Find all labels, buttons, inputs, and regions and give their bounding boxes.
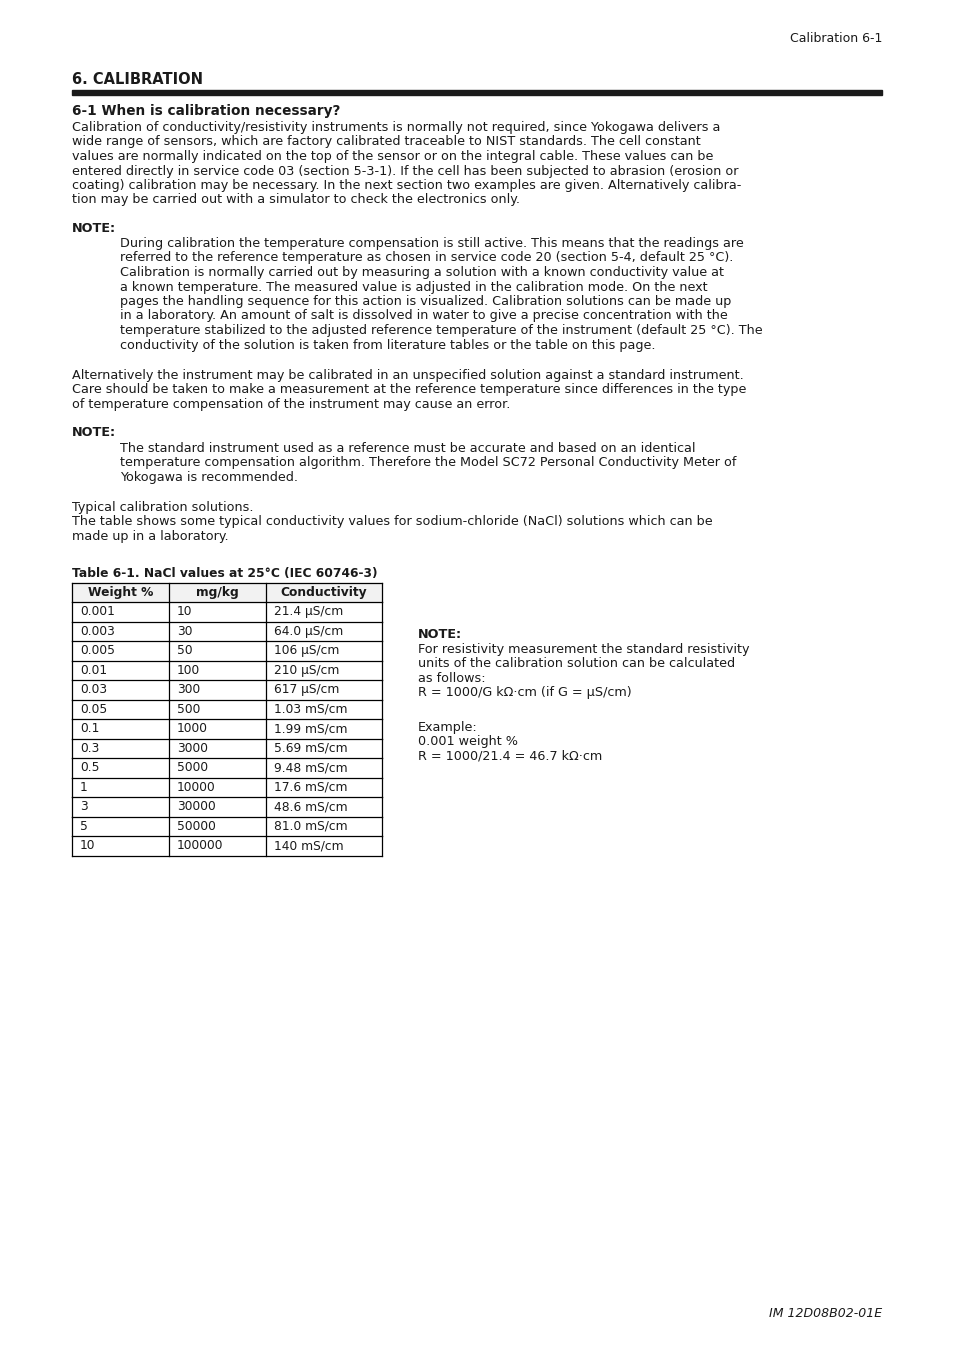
Text: The standard instrument used as a reference must be accurate and based on an ide: The standard instrument used as a refere… [120, 441, 695, 455]
Text: 5: 5 [80, 819, 88, 833]
Text: 0.001 weight %: 0.001 weight % [417, 734, 517, 748]
Text: 106 μS/cm: 106 μS/cm [274, 644, 339, 657]
Text: Calibration is normally carried out by measuring a solution with a known conduct: Calibration is normally carried out by m… [120, 266, 723, 279]
Text: Care should be taken to make a measurement at the reference temperature since di: Care should be taken to make a measureme… [71, 383, 745, 397]
Text: 0.5: 0.5 [80, 761, 99, 775]
Text: 0.03: 0.03 [80, 683, 107, 697]
Text: R = 1000/21.4 = 46.7 kΩ·cm: R = 1000/21.4 = 46.7 kΩ·cm [417, 749, 601, 763]
Text: made up in a laboratory.: made up in a laboratory. [71, 531, 229, 543]
Text: 5000: 5000 [177, 761, 208, 775]
Text: 210 μS/cm: 210 μS/cm [274, 664, 339, 676]
Text: 1.99 mS/cm: 1.99 mS/cm [274, 722, 347, 736]
Text: 1.03 mS/cm: 1.03 mS/cm [274, 703, 347, 716]
Text: 0.001: 0.001 [80, 605, 114, 618]
Text: 81.0 mS/cm: 81.0 mS/cm [274, 819, 347, 833]
Text: as follows:: as follows: [417, 671, 485, 684]
Text: 6. CALIBRATION: 6. CALIBRATION [71, 72, 203, 86]
Text: Example:: Example: [417, 721, 477, 733]
Text: coating) calibration may be necessary. In the next section two examples are give: coating) calibration may be necessary. I… [71, 180, 740, 192]
Text: 617 μS/cm: 617 μS/cm [274, 683, 339, 697]
Text: Alternatively the instrument may be calibrated in an unspecified solution agains: Alternatively the instrument may be cali… [71, 369, 743, 382]
Text: conductivity of the solution is taken from literature tables or the table on thi: conductivity of the solution is taken fr… [120, 339, 655, 351]
Text: 64.0 μS/cm: 64.0 μS/cm [274, 625, 343, 637]
Text: R = 1000/G kΩ·cm (if G = μS/cm): R = 1000/G kΩ·cm (if G = μS/cm) [417, 686, 631, 699]
Text: in a laboratory. An amount of salt is dissolved in water to give a precise conce: in a laboratory. An amount of salt is di… [120, 309, 727, 323]
Text: 10000: 10000 [177, 780, 215, 794]
Text: 0.005: 0.005 [80, 644, 115, 657]
Text: NOTE:: NOTE: [71, 221, 116, 235]
Text: Typical calibration solutions.: Typical calibration solutions. [71, 501, 253, 514]
Text: 30000: 30000 [177, 801, 215, 813]
Text: NOTE:: NOTE: [71, 427, 116, 440]
Bar [71, 90, 882, 94]
Text: 0.3: 0.3 [80, 741, 99, 755]
Text: Table 6-1. NaCl values at 25°C (IEC 60746-3): Table 6-1. NaCl values at 25°C (IEC 6074… [71, 567, 377, 579]
Text: Weight %: Weight % [88, 586, 153, 599]
Text: NOTE:: NOTE: [417, 628, 461, 640]
Text: wide range of sensors, which are factory calibrated traceable to NIST standards.: wide range of sensors, which are factory… [71, 135, 700, 148]
Text: 17.6 mS/cm: 17.6 mS/cm [274, 780, 347, 794]
Text: 100: 100 [177, 664, 200, 676]
Text: 50000: 50000 [177, 819, 215, 833]
Bar [71, 582, 381, 602]
Text: 3: 3 [80, 801, 88, 813]
Text: 48.6 mS/cm: 48.6 mS/cm [274, 801, 347, 813]
Text: values are normally indicated on the top of the sensor or on the integral cable.: values are normally indicated on the top… [71, 150, 713, 163]
Text: 140 mS/cm: 140 mS/cm [274, 840, 343, 852]
Text: 50: 50 [177, 644, 193, 657]
Text: 300: 300 [177, 683, 200, 697]
Text: Conductivity: Conductivity [280, 586, 367, 599]
Text: 500: 500 [177, 703, 200, 716]
Text: a known temperature. The measured value is adjusted in the calibration mode. On : a known temperature. The measured value … [120, 281, 707, 293]
Text: temperature compensation algorithm. Therefore the Model SC72 Personal Conductivi: temperature compensation algorithm. Ther… [120, 456, 736, 468]
Text: mg/kg: mg/kg [196, 586, 238, 599]
Text: 6-1 When is calibration necessary?: 6-1 When is calibration necessary? [71, 104, 340, 117]
Text: During calibration the temperature compensation is still active. This means that: During calibration the temperature compe… [120, 238, 743, 250]
Text: 0.05: 0.05 [80, 703, 107, 716]
Text: Calibration of conductivity/resistivity instruments is normally not required, si: Calibration of conductivity/resistivity … [71, 122, 720, 134]
Text: 10: 10 [177, 605, 193, 618]
Text: entered directly in service code 03 (section 5-3-1). If the cell has been subjec: entered directly in service code 03 (sec… [71, 165, 738, 177]
Text: temperature stabilized to the adjusted reference temperature of the instrument (: temperature stabilized to the adjusted r… [120, 324, 761, 338]
Text: 21.4 μS/cm: 21.4 μS/cm [274, 605, 343, 618]
Text: IM 12D08B02-01E: IM 12D08B02-01E [768, 1307, 882, 1320]
Text: 5.69 mS/cm: 5.69 mS/cm [274, 741, 347, 755]
Text: The table shows some typical conductivity values for sodium-chloride (NaCl) solu: The table shows some typical conductivit… [71, 516, 712, 528]
Text: 10: 10 [80, 840, 95, 852]
Text: Calibration 6-1: Calibration 6-1 [789, 32, 882, 45]
Text: 9.48 mS/cm: 9.48 mS/cm [274, 761, 347, 775]
Text: 3000: 3000 [177, 741, 208, 755]
Text: For resistivity measurement the standard resistivity: For resistivity measurement the standard… [417, 643, 749, 656]
Text: pages the handling sequence for this action is visualized. Calibration solutions: pages the handling sequence for this act… [120, 296, 731, 308]
Text: 0.003: 0.003 [80, 625, 114, 637]
Text: 100000: 100000 [177, 840, 223, 852]
Text: 1: 1 [80, 780, 88, 794]
Text: 0.01: 0.01 [80, 664, 107, 676]
Text: referred to the reference temperature as chosen in service code 20 (section 5-4,: referred to the reference temperature as… [120, 251, 733, 265]
Text: 30: 30 [177, 625, 193, 637]
Text: 1000: 1000 [177, 722, 208, 736]
Text: tion may be carried out with a simulator to check the electronics only.: tion may be carried out with a simulator… [71, 193, 519, 207]
Text: of temperature compensation of the instrument may cause an error.: of temperature compensation of the instr… [71, 398, 510, 410]
Text: units of the calibration solution can be calculated: units of the calibration solution can be… [417, 657, 735, 670]
Text: 0.1: 0.1 [80, 722, 99, 736]
Text: Yokogawa is recommended.: Yokogawa is recommended. [120, 471, 297, 483]
